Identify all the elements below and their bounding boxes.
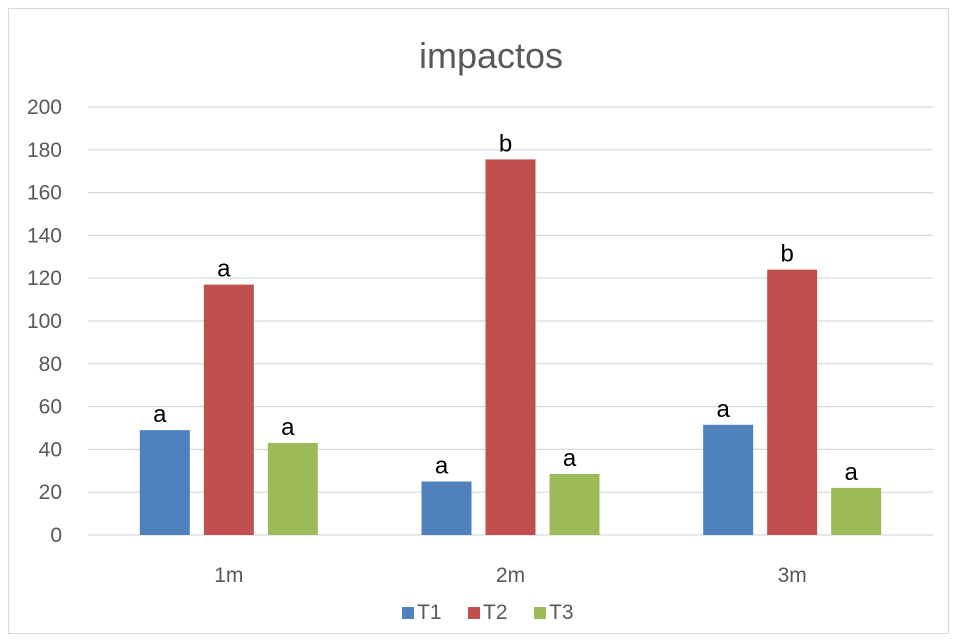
data-label: a bbox=[217, 256, 231, 283]
data-label: a bbox=[153, 401, 167, 428]
x-tick-label: 1m bbox=[214, 564, 243, 587]
data-label: a bbox=[435, 453, 449, 480]
data-label: a bbox=[844, 459, 858, 486]
chart-title: impactos bbox=[419, 35, 563, 76]
bar-t1-3m bbox=[703, 424, 754, 535]
y-axis: 0 20 40 60 80 100 120 140 160 180 200 bbox=[27, 96, 62, 547]
data-label: b bbox=[499, 130, 512, 157]
y-tick-label: 160 bbox=[27, 182, 62, 205]
legend-label: T3 bbox=[549, 601, 574, 624]
legend-swatch-t3 bbox=[534, 607, 546, 619]
bar-t1-1m bbox=[139, 430, 190, 535]
bar-t1-2m bbox=[421, 481, 472, 535]
data-label: b bbox=[780, 241, 793, 268]
bar-t2-3m bbox=[767, 269, 818, 535]
data-label: a bbox=[563, 445, 577, 472]
legend-label: T1 bbox=[417, 601, 442, 624]
y-tick-label: 120 bbox=[27, 267, 62, 290]
legend-swatch-t1 bbox=[402, 607, 414, 619]
x-tick-label: 3m bbox=[778, 564, 807, 587]
legend-label: T2 bbox=[483, 601, 508, 624]
y-tick-label: 0 bbox=[50, 524, 62, 547]
legend-swatch-t2 bbox=[468, 607, 480, 619]
y-tick-label: 200 bbox=[27, 96, 62, 119]
y-tick-label: 180 bbox=[27, 139, 62, 162]
x-tick-label: 2m bbox=[496, 564, 525, 587]
bar-t3-2m bbox=[549, 474, 600, 535]
data-label: a bbox=[716, 396, 730, 423]
bar-t2-2m bbox=[485, 159, 536, 535]
x-axis: 1m 2m 3m bbox=[214, 564, 807, 587]
y-tick-label: 40 bbox=[39, 438, 62, 461]
data-label: a bbox=[281, 414, 295, 441]
bars: a a a a b a a b a bbox=[139, 130, 882, 535]
y-tick-label: 100 bbox=[27, 310, 62, 333]
bar-t3-3m bbox=[831, 487, 882, 535]
bar-t3-1m bbox=[267, 442, 318, 535]
y-tick-label: 80 bbox=[39, 353, 62, 376]
legend: T1 T2 T3 bbox=[402, 601, 574, 624]
bar-t2-1m bbox=[203, 284, 254, 535]
y-tick-label: 60 bbox=[39, 396, 62, 419]
y-tick-label: 140 bbox=[27, 224, 62, 247]
y-tick-label: 20 bbox=[39, 481, 62, 504]
